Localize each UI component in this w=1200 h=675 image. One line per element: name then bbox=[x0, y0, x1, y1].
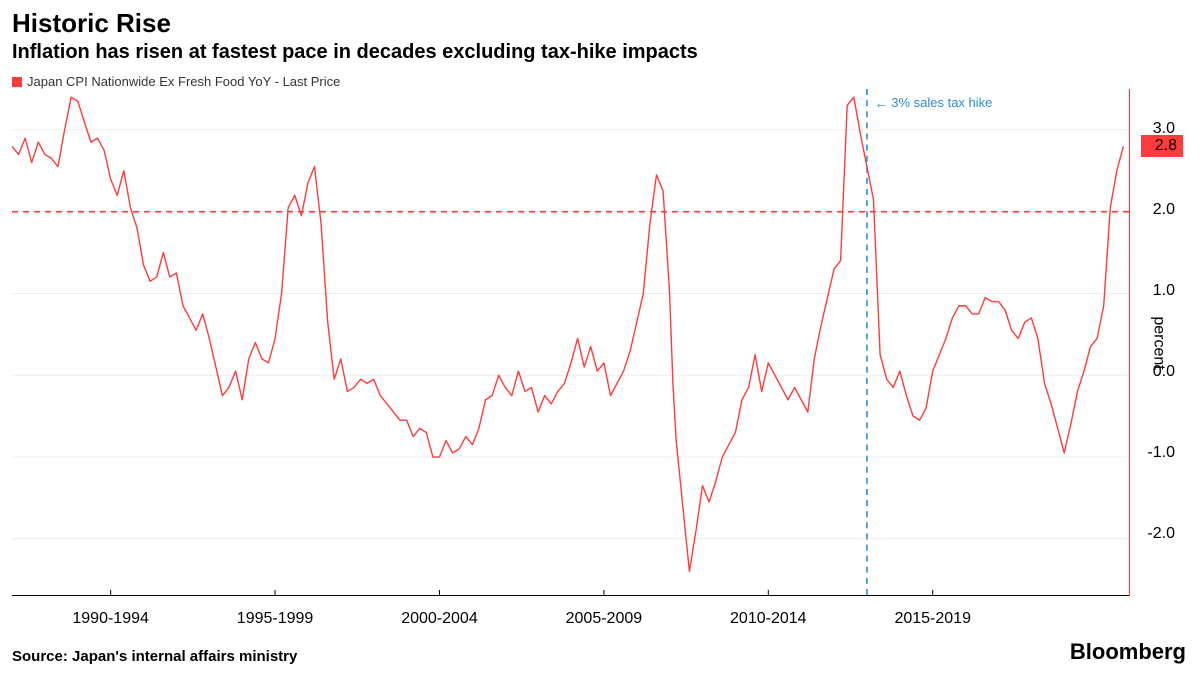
x-axis: 1990-1994 1995-1999 2000-2004 2005-2009 2010… bbox=[12, 596, 1130, 639]
x-tick-label: 2010-2014 bbox=[730, 610, 807, 628]
y-tick-label: 1.0 bbox=[1153, 282, 1175, 300]
x-tick-label: 2015-2019 bbox=[894, 610, 971, 628]
y-tick-label: -2.0 bbox=[1147, 525, 1175, 543]
source-text: Source: Japan's internal affairs ministr… bbox=[12, 648, 297, 665]
legend: Japan CPI Nationwide Ex Fresh Food YoY -… bbox=[0, 72, 1200, 89]
badge-value: 2.8 bbox=[1155, 137, 1177, 154]
y-tick-label: 3.0 bbox=[1153, 120, 1175, 138]
chart-svg bbox=[12, 89, 1130, 596]
x-tick-label: 1990-1994 bbox=[72, 610, 149, 628]
brand-logo: Bloomberg bbox=[1070, 639, 1186, 665]
legend-swatch bbox=[12, 77, 22, 87]
chart-subtitle: Inflation has risen at fastest pace in d… bbox=[12, 41, 1188, 64]
x-tick-label: 2005-2009 bbox=[566, 610, 643, 628]
y-tick-label: 0.0 bbox=[1153, 363, 1175, 381]
annotation-text: 3% sales tax hike bbox=[891, 95, 992, 110]
x-tick-label: 2000-2004 bbox=[401, 610, 478, 628]
y-axis-label: percent bbox=[1149, 316, 1167, 369]
annotation: ← 3% sales tax hike bbox=[874, 95, 992, 110]
y-tick-label: 2.0 bbox=[1153, 201, 1175, 219]
chart-title: Historic Rise bbox=[12, 8, 1188, 39]
annotation-arrow-icon: ← bbox=[874, 96, 888, 110]
x-tick-label: 1995-1999 bbox=[237, 610, 314, 628]
chart-plot-area: ← 3% sales tax hike 2.8 percent -2.0-1.0… bbox=[12, 89, 1130, 596]
legend-label: Japan CPI Nationwide Ex Fresh Food YoY -… bbox=[27, 74, 340, 89]
y-tick-label: -1.0 bbox=[1147, 444, 1175, 462]
